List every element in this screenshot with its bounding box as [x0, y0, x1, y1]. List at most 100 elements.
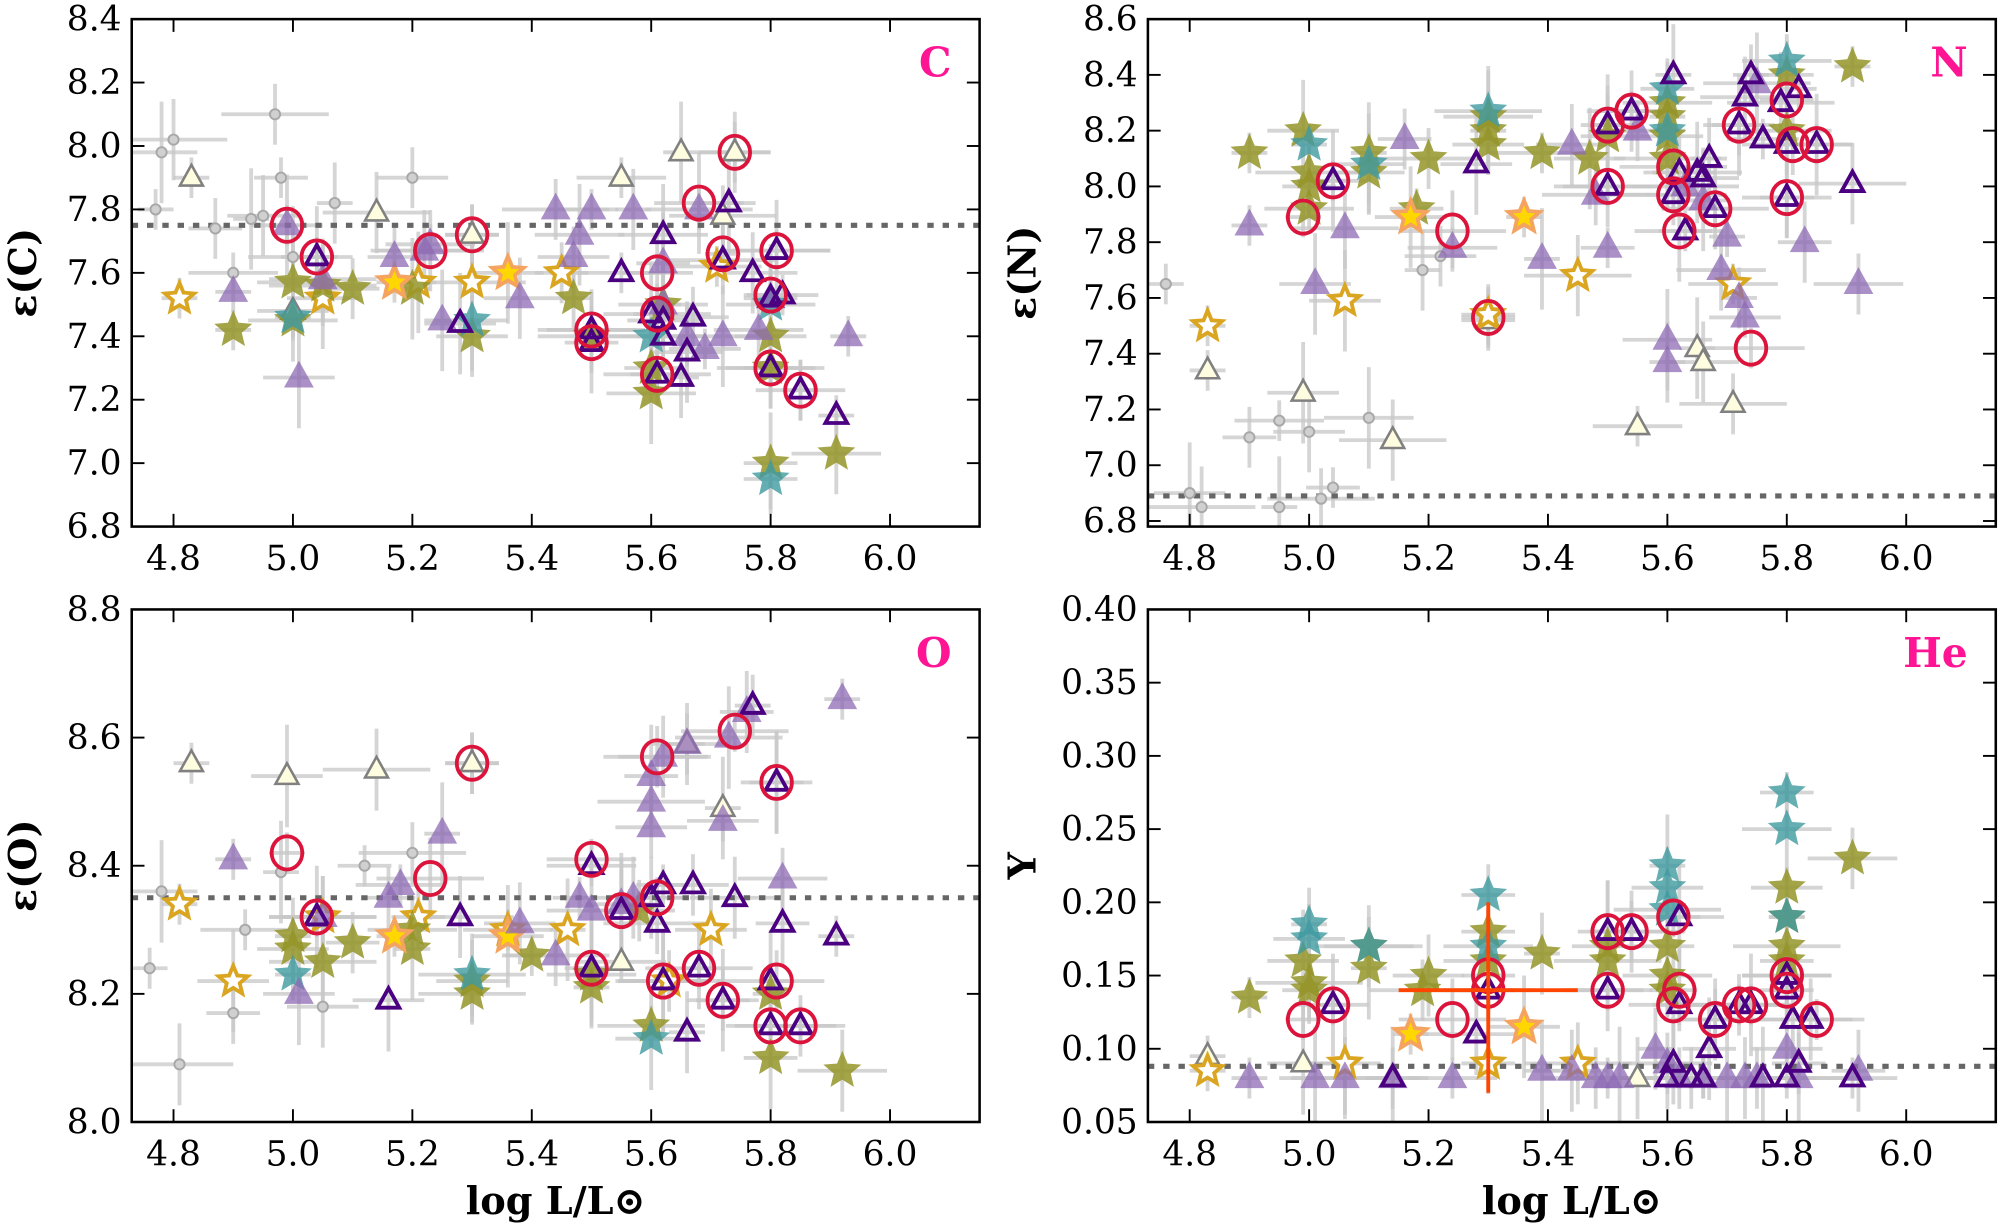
red-circle-point [269, 834, 305, 872]
indigo-open-triangle-point [637, 298, 666, 324]
y-tick-label: 0.15 [1061, 956, 1138, 996]
open-star-point [1188, 305, 1227, 343]
purple-triangle-point [1527, 242, 1557, 269]
pale-triangle-point [362, 197, 391, 222]
red-circle-point [1769, 179, 1805, 217]
y-tick-label: 0.30 [1061, 736, 1138, 776]
indigo-open-triangle-point [822, 920, 851, 946]
purple-triangle-point [564, 880, 595, 908]
gray-dot-point [1159, 277, 1172, 291]
gray-dot-point [155, 885, 168, 898]
indigo-open-triangle-point [1701, 192, 1730, 219]
gray-dot-point [239, 923, 252, 936]
y-tick-label: 8.2 [67, 974, 122, 1014]
panel-n: 4.8 5.0 5.2 5.4 5.6 5.8 6.0 6.8 7.0 7.2 7.4 7.6 7.8 8… [1001, 0, 1998, 579]
red-circle-point [1769, 81, 1805, 119]
teal-star-point [751, 459, 790, 496]
indigo-open-triangle-point [577, 849, 606, 876]
gray-dot-point [358, 859, 371, 872]
olive-star-point [751, 1038, 790, 1075]
red-circle-point [759, 763, 794, 801]
purple-triangle-point [540, 938, 571, 966]
purple-triangle-point [1234, 1061, 1265, 1089]
purple-triangle-point [1330, 211, 1360, 239]
teal-star-point [1648, 110, 1687, 147]
pale-triangle-point [458, 747, 486, 773]
gray-dot-point [1273, 501, 1286, 514]
red-circle-point [1435, 1001, 1470, 1038]
purple-triangle-point [564, 217, 595, 245]
plot-area [131, 670, 980, 1112]
y-axis-label: ε(C) [1, 228, 46, 318]
indigo-open-triangle-point [822, 399, 851, 425]
pale-triangle-point [1193, 355, 1222, 380]
gray-dot-point [173, 1058, 186, 1071]
red-circle-point [454, 216, 490, 254]
indigo-open-triangle-point [1778, 1003, 1807, 1029]
open-star-point [160, 277, 199, 315]
indigo-open-triangle-point [1617, 915, 1646, 941]
indigo-open-triangle-point [1671, 214, 1700, 241]
gold-star-point [1390, 195, 1432, 235]
purple-triangle-point [1652, 345, 1683, 373]
gold-star-point [1390, 1012, 1432, 1052]
gray-dot-point [1362, 411, 1375, 424]
red-circle-point [1799, 126, 1834, 164]
indigo-open-triangle-point [666, 361, 696, 387]
olive-star-point [1290, 970, 1329, 1007]
y-axis-label: ε(O) [1, 819, 46, 912]
pale-triangle-point [1289, 377, 1317, 402]
indigo-open-triangle-point [738, 256, 767, 283]
olive-star-point [1833, 46, 1872, 83]
x-tick-label: 5.2 [385, 1134, 440, 1174]
x-tick-label: 5.6 [624, 539, 679, 579]
indigo-open-triangle-point [577, 326, 606, 352]
y-tick-label: 8.0 [1083, 167, 1138, 207]
indigo-open-triangle-point [1653, 1062, 1682, 1088]
x-tick-label: 5.8 [1759, 539, 1814, 579]
pale-triangle-point [458, 219, 486, 244]
pale-triangle-point [607, 162, 635, 187]
indigo-open-triangle-point [637, 881, 666, 908]
red-circle-point [1285, 198, 1321, 236]
axes-frame [1146, 17, 1998, 528]
red-circle-point [753, 276, 788, 314]
pale-triangle-point [1719, 388, 1747, 414]
purple-triangle-point [283, 977, 314, 1004]
indigo-open-triangle-point [643, 907, 672, 933]
indigo-open-triangle-point [1802, 128, 1831, 154]
red-circle-point [717, 712, 753, 750]
open-star-point [1558, 255, 1598, 293]
purple-triangle-point [558, 240, 589, 267]
indigo-open-triangle-point [1593, 170, 1622, 196]
x-tick-label: 6.0 [1879, 539, 1934, 579]
indigo-open-triangle-point [786, 1009, 815, 1036]
pale-triangle-point [709, 200, 737, 225]
y-tick-label: 8.8 [67, 590, 122, 630]
indigo-open-triangle-point [1689, 1062, 1718, 1088]
open-star-point [1188, 1050, 1227, 1088]
indigo-open-triangle-point [1462, 148, 1491, 174]
gray-dot-point [155, 146, 168, 159]
open-star-point [303, 277, 343, 315]
olive-star-point [453, 973, 492, 1010]
purple-triangle-point [385, 868, 416, 895]
purple-triangle-point [1234, 208, 1265, 236]
red-circle-point [759, 232, 794, 270]
y-tick-label: 8.4 [67, 846, 122, 886]
olive-star-point [1833, 838, 1872, 875]
y-tick-label: 8.4 [1083, 55, 1138, 95]
purple-triangle-point [218, 842, 249, 870]
panel-tag: N [1930, 39, 1967, 87]
olive-star-point [303, 941, 342, 978]
x-tick-label: 5.2 [385, 539, 440, 579]
purple-triangle-point [1389, 122, 1420, 150]
red-circle-point [1614, 913, 1649, 951]
red-circle-point [413, 860, 448, 898]
red-circle-point [574, 311, 609, 349]
purple-triangle-point [1556, 1053, 1587, 1081]
pale-triangle-point [177, 162, 206, 187]
x-tick-label: 5.4 [1521, 539, 1576, 579]
gray-dot-point [1416, 264, 1429, 277]
indigo-open-triangle-point [768, 907, 797, 933]
